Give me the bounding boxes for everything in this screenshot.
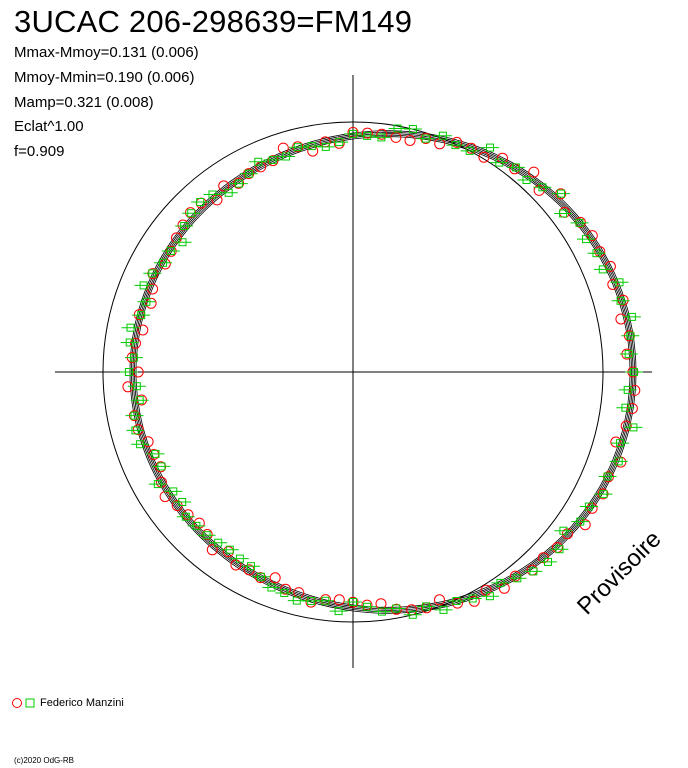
observation-circle — [361, 127, 373, 139]
legend-label: Federico Manzini — [40, 697, 124, 709]
observation-circle — [607, 279, 619, 290]
legend-square-marker — [25, 698, 35, 708]
observation-circle — [528, 166, 540, 178]
observation-circle — [130, 337, 141, 349]
legend-circle-marker — [12, 698, 22, 708]
observation-circle — [626, 403, 638, 414]
stat-eclat: Eclat^1.00 — [14, 118, 84, 135]
observation-circle — [132, 424, 144, 436]
observation-circle — [206, 544, 218, 556]
copyright: (c)2020 OdG-RB — [14, 756, 75, 765]
observation-circle — [222, 546, 234, 558]
observation-circle — [404, 135, 416, 146]
axes — [55, 75, 652, 668]
observation-circle — [185, 207, 196, 219]
observation-circle — [615, 456, 627, 468]
observation-circle — [218, 180, 230, 192]
observation-circle — [137, 324, 149, 336]
observation-circle — [376, 128, 388, 140]
observation-circle — [610, 436, 622, 448]
observation-circle — [617, 294, 629, 306]
observation-circle — [269, 572, 281, 584]
observation-circle — [255, 161, 267, 173]
observation-circle — [171, 232, 182, 244]
observation-circle — [434, 594, 445, 606]
stat-frequency: f=0.909 — [14, 143, 65, 160]
stat-mmoy-mmin: Mmoy-Mmin=0.190 (0.006) — [14, 69, 195, 86]
observation-points — [119, 124, 643, 619]
stat-mmax-mmoy: Mmax-Mmoy=0.131 (0.006) — [14, 44, 199, 61]
observation-circle — [201, 529, 213, 540]
observation-circle — [333, 594, 345, 606]
chart-title: 3UCAC 206-298639=FM149 — [14, 4, 413, 39]
observation-circle — [615, 313, 627, 325]
stat-mamp: Mamp=0.321 (0.008) — [14, 94, 154, 111]
observation-circle — [193, 517, 205, 529]
observation-circle — [559, 206, 570, 218]
observation-circle — [390, 603, 402, 615]
observation-circle — [478, 151, 490, 163]
legend: Federico Manzini — [12, 697, 124, 709]
observation-circle — [122, 381, 134, 393]
reference-circle-line — [102, 121, 604, 623]
observation-circle — [620, 420, 632, 432]
observation-circle — [159, 258, 171, 270]
observation-circle — [468, 595, 480, 607]
observation-circle — [255, 572, 266, 584]
legend-markers — [12, 698, 35, 708]
observation-circle — [145, 297, 157, 309]
observation-circle — [537, 552, 549, 564]
observation-circle — [526, 564, 538, 576]
observation-circle — [375, 598, 387, 610]
reference-circle — [102, 121, 604, 623]
observation-circle — [267, 155, 279, 167]
